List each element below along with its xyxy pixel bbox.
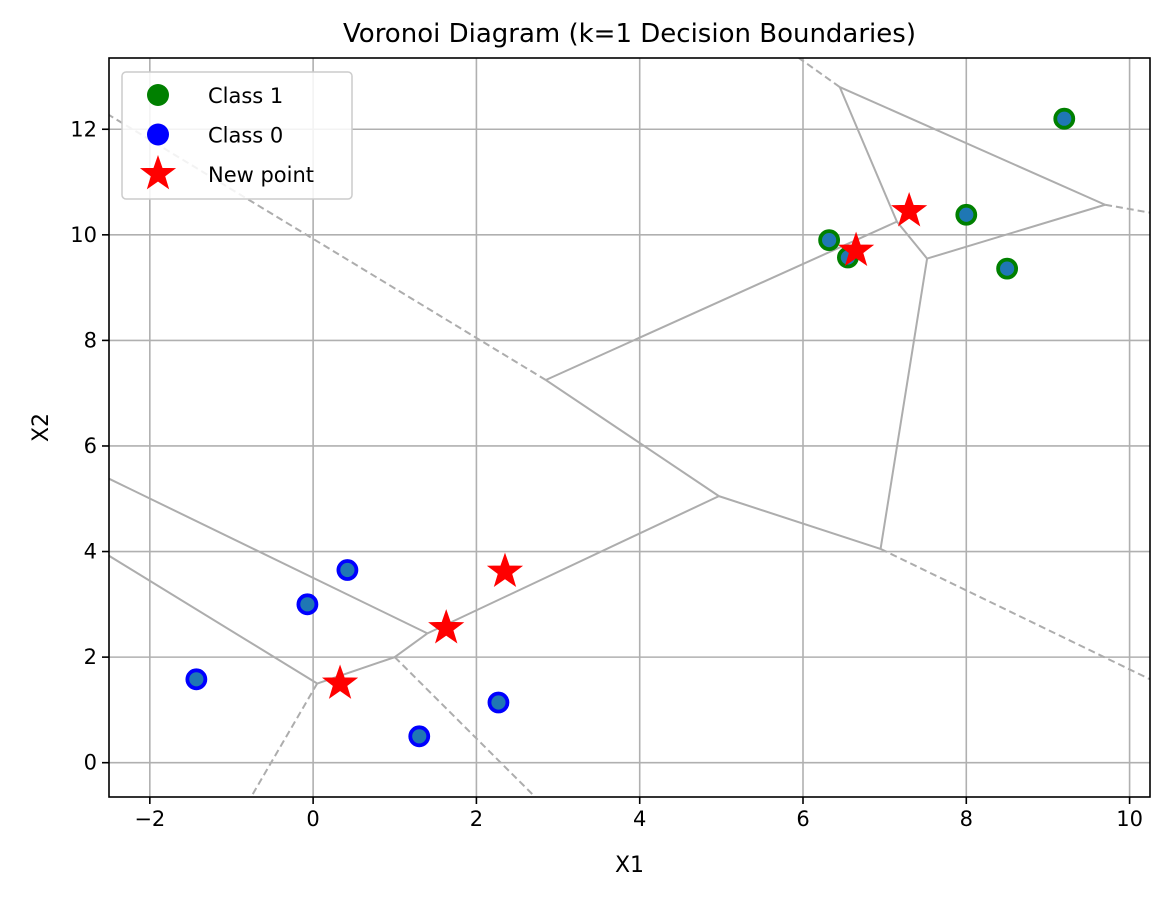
voronoi-edge [426,495,720,635]
voronoi-edge [394,632,429,658]
x-tick-label: 2 [470,807,483,831]
voronoi-edge [545,220,898,381]
voronoi-edge-dashed [109,114,547,381]
y-tick-label: 0 [84,751,97,775]
legend-box [121,71,353,200]
legend-marker [147,123,169,146]
class-0-point [487,691,510,714]
legend-marker [147,84,169,106]
voronoi-edge-dashed [880,548,1150,681]
x-tick-label: −2 [134,807,165,831]
voronoi-edge [926,203,1106,260]
voronoi-edge-dashed [394,656,536,797]
ticks-layer: −2 0 2 4 6 8 10 0 2 4 6 8 10 12 [70,117,1143,831]
class-0-point [336,559,359,581]
class-1-point [955,203,978,226]
x-tick-label: 6 [796,807,809,831]
voronoi-edge [109,477,428,635]
y-tick-label: 2 [84,645,97,669]
class-0-point [185,668,208,691]
voronoi-layer [109,58,1150,797]
voronoi-edge-dashed [250,683,319,797]
legend: Class 1 Class 0 New point [121,71,353,200]
new-point-point [486,552,524,587]
class-1-point [818,229,841,252]
legend-marker [139,154,177,190]
chart-title: Voronoi Diagram (k=1 Decision Boundaries… [343,19,916,49]
voronoi-edge-dashed [1104,203,1150,214]
y-tick-label: 6 [84,434,97,458]
new-point-point [321,664,359,699]
x-axis-label: X1 [615,853,644,878]
voronoi-edge [718,495,881,550]
legend-label: Class 0 [208,124,283,148]
x-tick-label: 0 [306,807,319,831]
voronoi-edge [879,258,929,550]
new-point-point [428,609,465,644]
x-tick-label: 10 [1116,807,1143,831]
class-0-point [408,725,431,748]
grid-layer [109,58,1150,797]
new-point-point [837,231,875,267]
voronoi-edge [896,221,928,260]
voronoi-edge [109,554,318,685]
voronoi-edge [839,86,1106,206]
y-axis-label: X2 [29,413,54,442]
voronoi-edge [545,379,720,497]
x-tick-label: 4 [633,807,646,831]
legend-label: Class 1 [208,84,283,108]
voronoi-edges [109,58,1150,797]
legend-label: New point [208,163,314,187]
class-1-point [996,257,1019,280]
class-1-point [1053,107,1076,130]
y-tick-label: 8 [84,328,97,352]
voronoi-edge [838,86,898,223]
points-layer [185,107,1076,748]
y-tick-label: 10 [70,223,97,247]
y-tick-label: 12 [70,117,97,141]
class-0-point [296,593,319,616]
x-tick-label: 8 [960,807,973,831]
new-point-point [891,192,928,227]
y-tick-label: 4 [84,540,97,564]
voronoi-edge-dashed [798,58,841,88]
plot-frame [108,57,1151,798]
